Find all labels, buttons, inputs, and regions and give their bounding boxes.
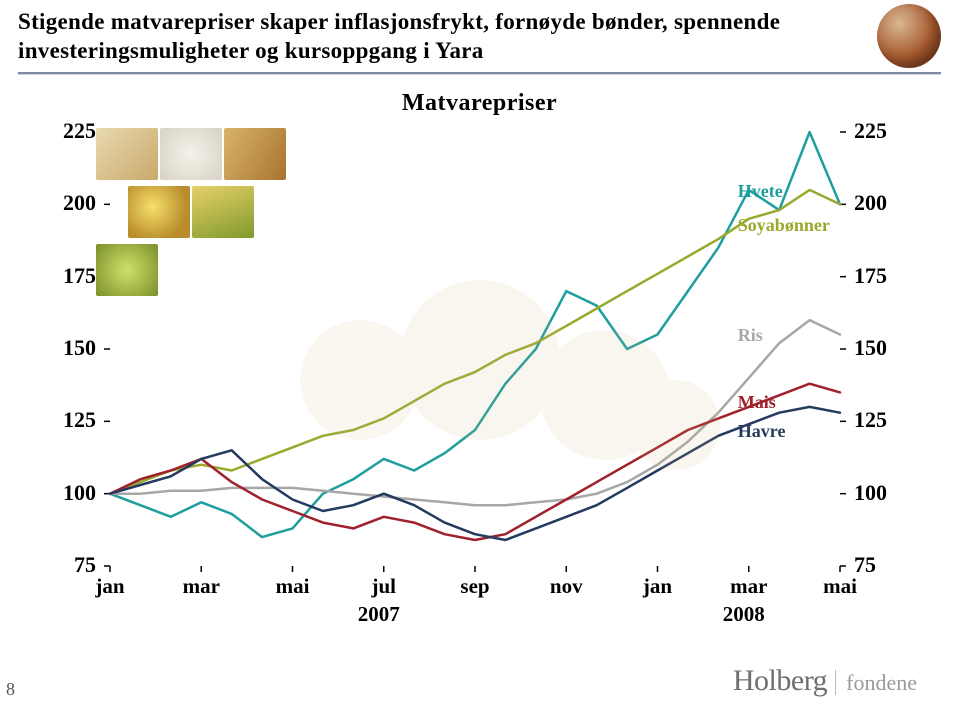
page-number: 8 <box>6 679 15 700</box>
food-thumb <box>224 128 286 180</box>
y-tick-right: 175 <box>854 263 887 289</box>
food-thumb <box>192 186 254 238</box>
brand-logo: Holberg fondene <box>733 664 917 698</box>
y-tick-right: 200 <box>854 190 887 216</box>
series-label-ris: Ris <box>738 325 763 346</box>
y-tick-left: 75 <box>40 552 96 578</box>
food-thumb <box>96 128 158 180</box>
y-tick-left: 175 <box>40 263 96 289</box>
x-tick: jul <box>371 574 396 599</box>
y-tick-right: 225 <box>854 118 887 144</box>
y-tick-left: 200 <box>40 190 96 216</box>
x-year: 2008 <box>723 602 765 627</box>
x-tick: mai <box>276 574 310 599</box>
food-thumb <box>128 186 190 238</box>
y-tick-right: 100 <box>854 480 887 506</box>
brand-sub: fondene <box>835 670 917 695</box>
headline: Stigende matvarepriser skaper inflasjons… <box>18 8 838 66</box>
x-tick: jan <box>643 574 672 599</box>
food-thumb <box>160 128 222 180</box>
slide: Stigende matvarepriser skaper inflasjons… <box>0 0 959 706</box>
x-tick: mar <box>730 574 767 599</box>
x-tick: nov <box>550 574 583 599</box>
globe-icon <box>877 4 941 68</box>
divider <box>18 72 941 75</box>
x-tick: mar <box>183 574 220 599</box>
series-label-soyabønner: Soyabønner <box>738 215 830 236</box>
y-tick-right: 150 <box>854 335 887 361</box>
x-tick: sep <box>460 574 489 599</box>
chart-title: Matvarepriser <box>0 90 959 117</box>
food-thumb <box>96 244 158 296</box>
y-tick-left: 150 <box>40 335 96 361</box>
x-tick: mai <box>823 574 857 599</box>
y-tick-right: 75 <box>854 552 876 578</box>
y-tick-left: 225 <box>40 118 96 144</box>
series-label-hvete: Hvete <box>738 181 783 202</box>
x-tick: jan <box>95 574 124 599</box>
series-label-havre: Havre <box>738 421 786 442</box>
y-tick-left: 100 <box>40 480 96 506</box>
y-tick-left: 125 <box>40 407 96 433</box>
brand-main: Holberg <box>733 664 827 697</box>
series-label-mais: Mais <box>738 392 776 413</box>
y-tick-right: 125 <box>854 407 887 433</box>
x-year: 2007 <box>358 602 400 627</box>
